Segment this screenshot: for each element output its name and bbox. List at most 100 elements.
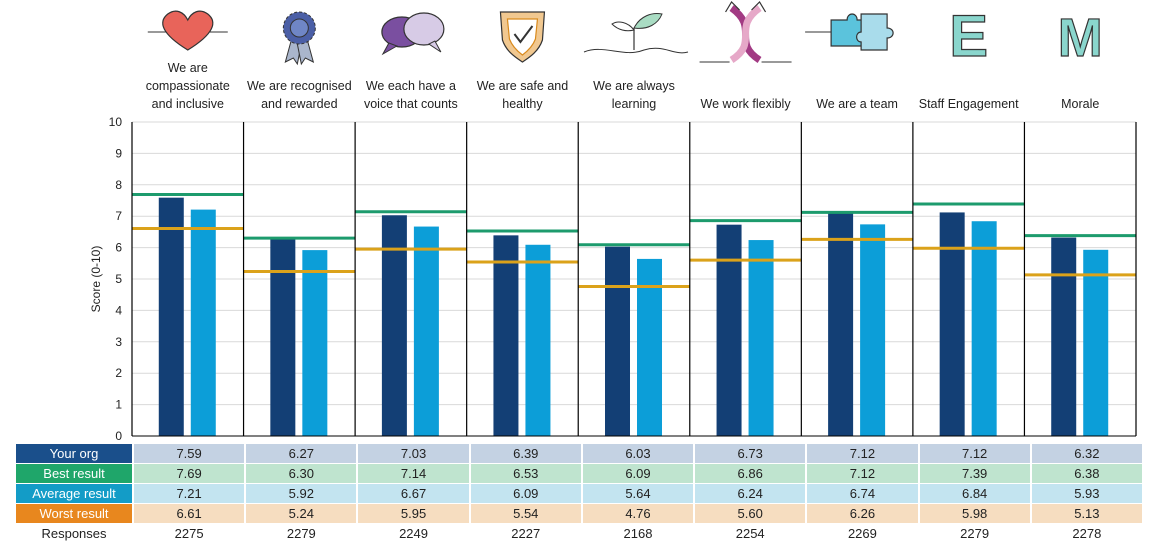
table-cell: 5.13: [1030, 503, 1145, 524]
data-table: Your org 7.59 6.27 7.03 6.39 6.03 6.73 7.12 7.1…: [16, 444, 1145, 544]
row-label-your-org: Your org: [16, 444, 134, 464]
table-row-best-result: Best result 7.69 6.30 7.14 6.53 6.09 6.86 7.12…: [16, 463, 1145, 484]
table-cell: 5.95: [357, 503, 471, 524]
y-tick-label: 2: [115, 366, 122, 380]
table-cell: 6.39: [469, 444, 583, 464]
bar-your-org: [716, 224, 742, 436]
bar-your-org: [493, 235, 519, 436]
bar-your-org: [270, 239, 296, 436]
y-tick-label: 7: [115, 209, 122, 223]
table-cell: 7.12: [918, 444, 1032, 464]
table-cell-responses: 2275: [133, 523, 247, 544]
bar-average-result: [302, 250, 328, 436]
table-cell: 5.54: [469, 503, 583, 524]
table-cell-responses: 2168: [581, 523, 696, 544]
table-cell: 6.03: [581, 444, 696, 464]
table-cell-responses: 2269: [806, 523, 920, 544]
table-row-your-org: Your org 7.59 6.27 7.03 6.39 6.03 6.73 7.12 7.1…: [16, 444, 1145, 464]
shield-check-icon: [499, 11, 546, 63]
heart-icon: [147, 10, 229, 51]
table-cell: 7.14: [357, 463, 471, 484]
category-label: We are recognised: [247, 79, 352, 93]
bar-average-result: [971, 221, 997, 436]
table-cell: 7.69: [133, 463, 247, 484]
table-cell: 6.24: [694, 483, 808, 504]
letter-m-icon: [1057, 7, 1104, 69]
y-tick-label: 3: [115, 335, 122, 349]
table-row-average-result: Average result 7.21 5.92 6.67 6.09 5.64 6.24 6…: [16, 483, 1145, 504]
bar-average-result: [860, 224, 886, 436]
table-cell: 6.09: [581, 463, 696, 484]
table-cell: 6.09: [469, 483, 583, 504]
table-cell: 6.26: [806, 503, 920, 524]
table-cell: 4.76: [581, 503, 696, 524]
bar-average-result: [525, 244, 551, 436]
category-label: learning: [612, 97, 657, 111]
table-cell: 6.86: [694, 463, 808, 484]
table-cell: 6.84: [918, 483, 1032, 504]
table-cell: 7.12: [806, 444, 920, 464]
y-tick-label: 9: [115, 146, 122, 160]
y-tick-label: 5: [115, 272, 122, 286]
table-cell: 5.92: [245, 483, 359, 504]
table-cell-responses: 2249: [357, 523, 471, 544]
table-cell: 6.73: [694, 444, 808, 464]
y-tick-label: 0: [115, 429, 122, 443]
bar-average-result: [190, 209, 216, 436]
table-cell: 7.21: [133, 483, 247, 504]
category-label: healthy: [502, 97, 543, 111]
table-cell: 6.74: [806, 483, 920, 504]
puzzle-icon: [804, 13, 894, 51]
bar-average-result: [413, 226, 439, 436]
table-cell: 7.12: [806, 463, 920, 484]
bar-your-org: [828, 212, 854, 436]
speech-bubbles-icon: [381, 12, 445, 55]
table-row-responses: Responses 2275 2279 2249 2227 2168 2254 2269 22…: [16, 523, 1145, 544]
bar-your-org: [158, 197, 184, 436]
bar-your-org: [605, 246, 630, 436]
y-tick-label: 10: [109, 115, 123, 129]
bar-average-result: [748, 240, 774, 436]
bar-your-org: [1051, 237, 1077, 436]
table-cell: 6.30: [245, 463, 359, 484]
table-cell: 7.59: [133, 444, 247, 464]
table-cell: 7.39: [918, 463, 1032, 484]
bar-average-result: [637, 258, 662, 436]
table-cell: 6.61: [133, 503, 247, 524]
category-label: voice that counts: [364, 97, 458, 111]
seedling-icon: [583, 12, 689, 54]
category-label: We each have a: [366, 79, 456, 93]
table-cell-responses: 2279: [918, 523, 1032, 544]
category-label: We are: [168, 61, 208, 75]
category-label: We work flexibly: [701, 97, 792, 111]
table-cell: 6.27: [245, 444, 359, 464]
category-label: and inclusive: [152, 97, 224, 111]
table-cell: 6.67: [357, 483, 471, 504]
category-label: Staff Engagement: [919, 97, 1019, 111]
table-cell-responses: 2279: [245, 523, 359, 544]
category-label: compassionate: [146, 79, 230, 93]
table-cell: 5.64: [581, 483, 696, 504]
table-cell: 7.03: [357, 444, 471, 464]
rosette-icon: [282, 11, 316, 65]
table-cell-responses: 2254: [694, 523, 808, 544]
category-label: We are a team: [816, 97, 898, 111]
table-cell: 5.98: [918, 503, 1032, 524]
table-cell: 5.93: [1030, 483, 1145, 504]
table-cell: 5.60: [694, 503, 808, 524]
table-cell-responses: 2227: [469, 523, 583, 544]
bar-your-org: [381, 215, 407, 436]
table-cell-responses: 2278: [1030, 523, 1145, 544]
table-cell: 6.53: [469, 463, 583, 484]
category-label: We are always: [593, 79, 675, 93]
y-tick-label: 4: [115, 303, 122, 317]
twisting-arrows-icon: [700, 2, 792, 62]
table-cell: 6.38: [1030, 463, 1145, 484]
bar-average-result: [1083, 249, 1109, 436]
row-label-responses: Responses: [16, 523, 134, 544]
category-label: and rewarded: [261, 97, 337, 111]
bar-your-org: [939, 212, 965, 436]
y-axis-label: Score (0-10): [89, 246, 103, 313]
row-label-best-result: Best result: [16, 463, 134, 484]
